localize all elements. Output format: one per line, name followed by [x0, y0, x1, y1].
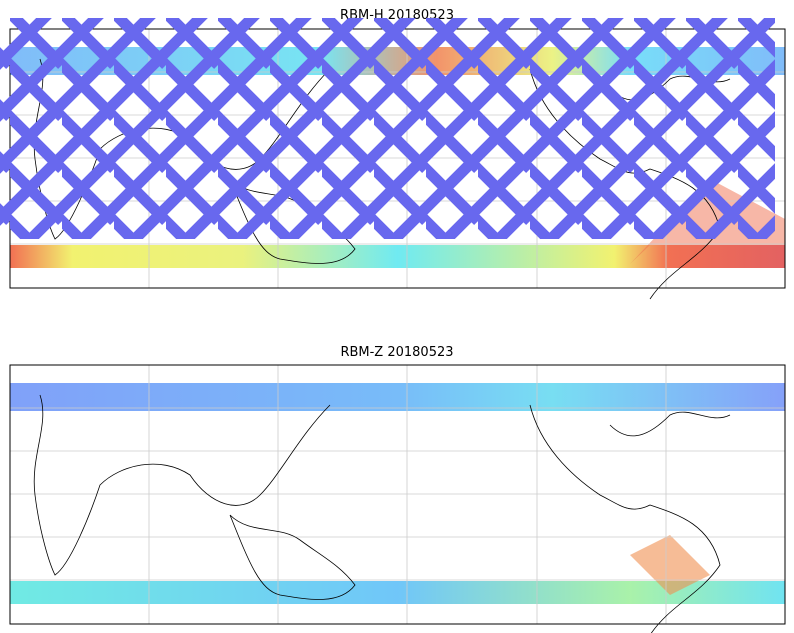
panel-title: RBM-Z 20180523	[340, 345, 453, 360]
map-panel	[0, 18, 786, 633]
